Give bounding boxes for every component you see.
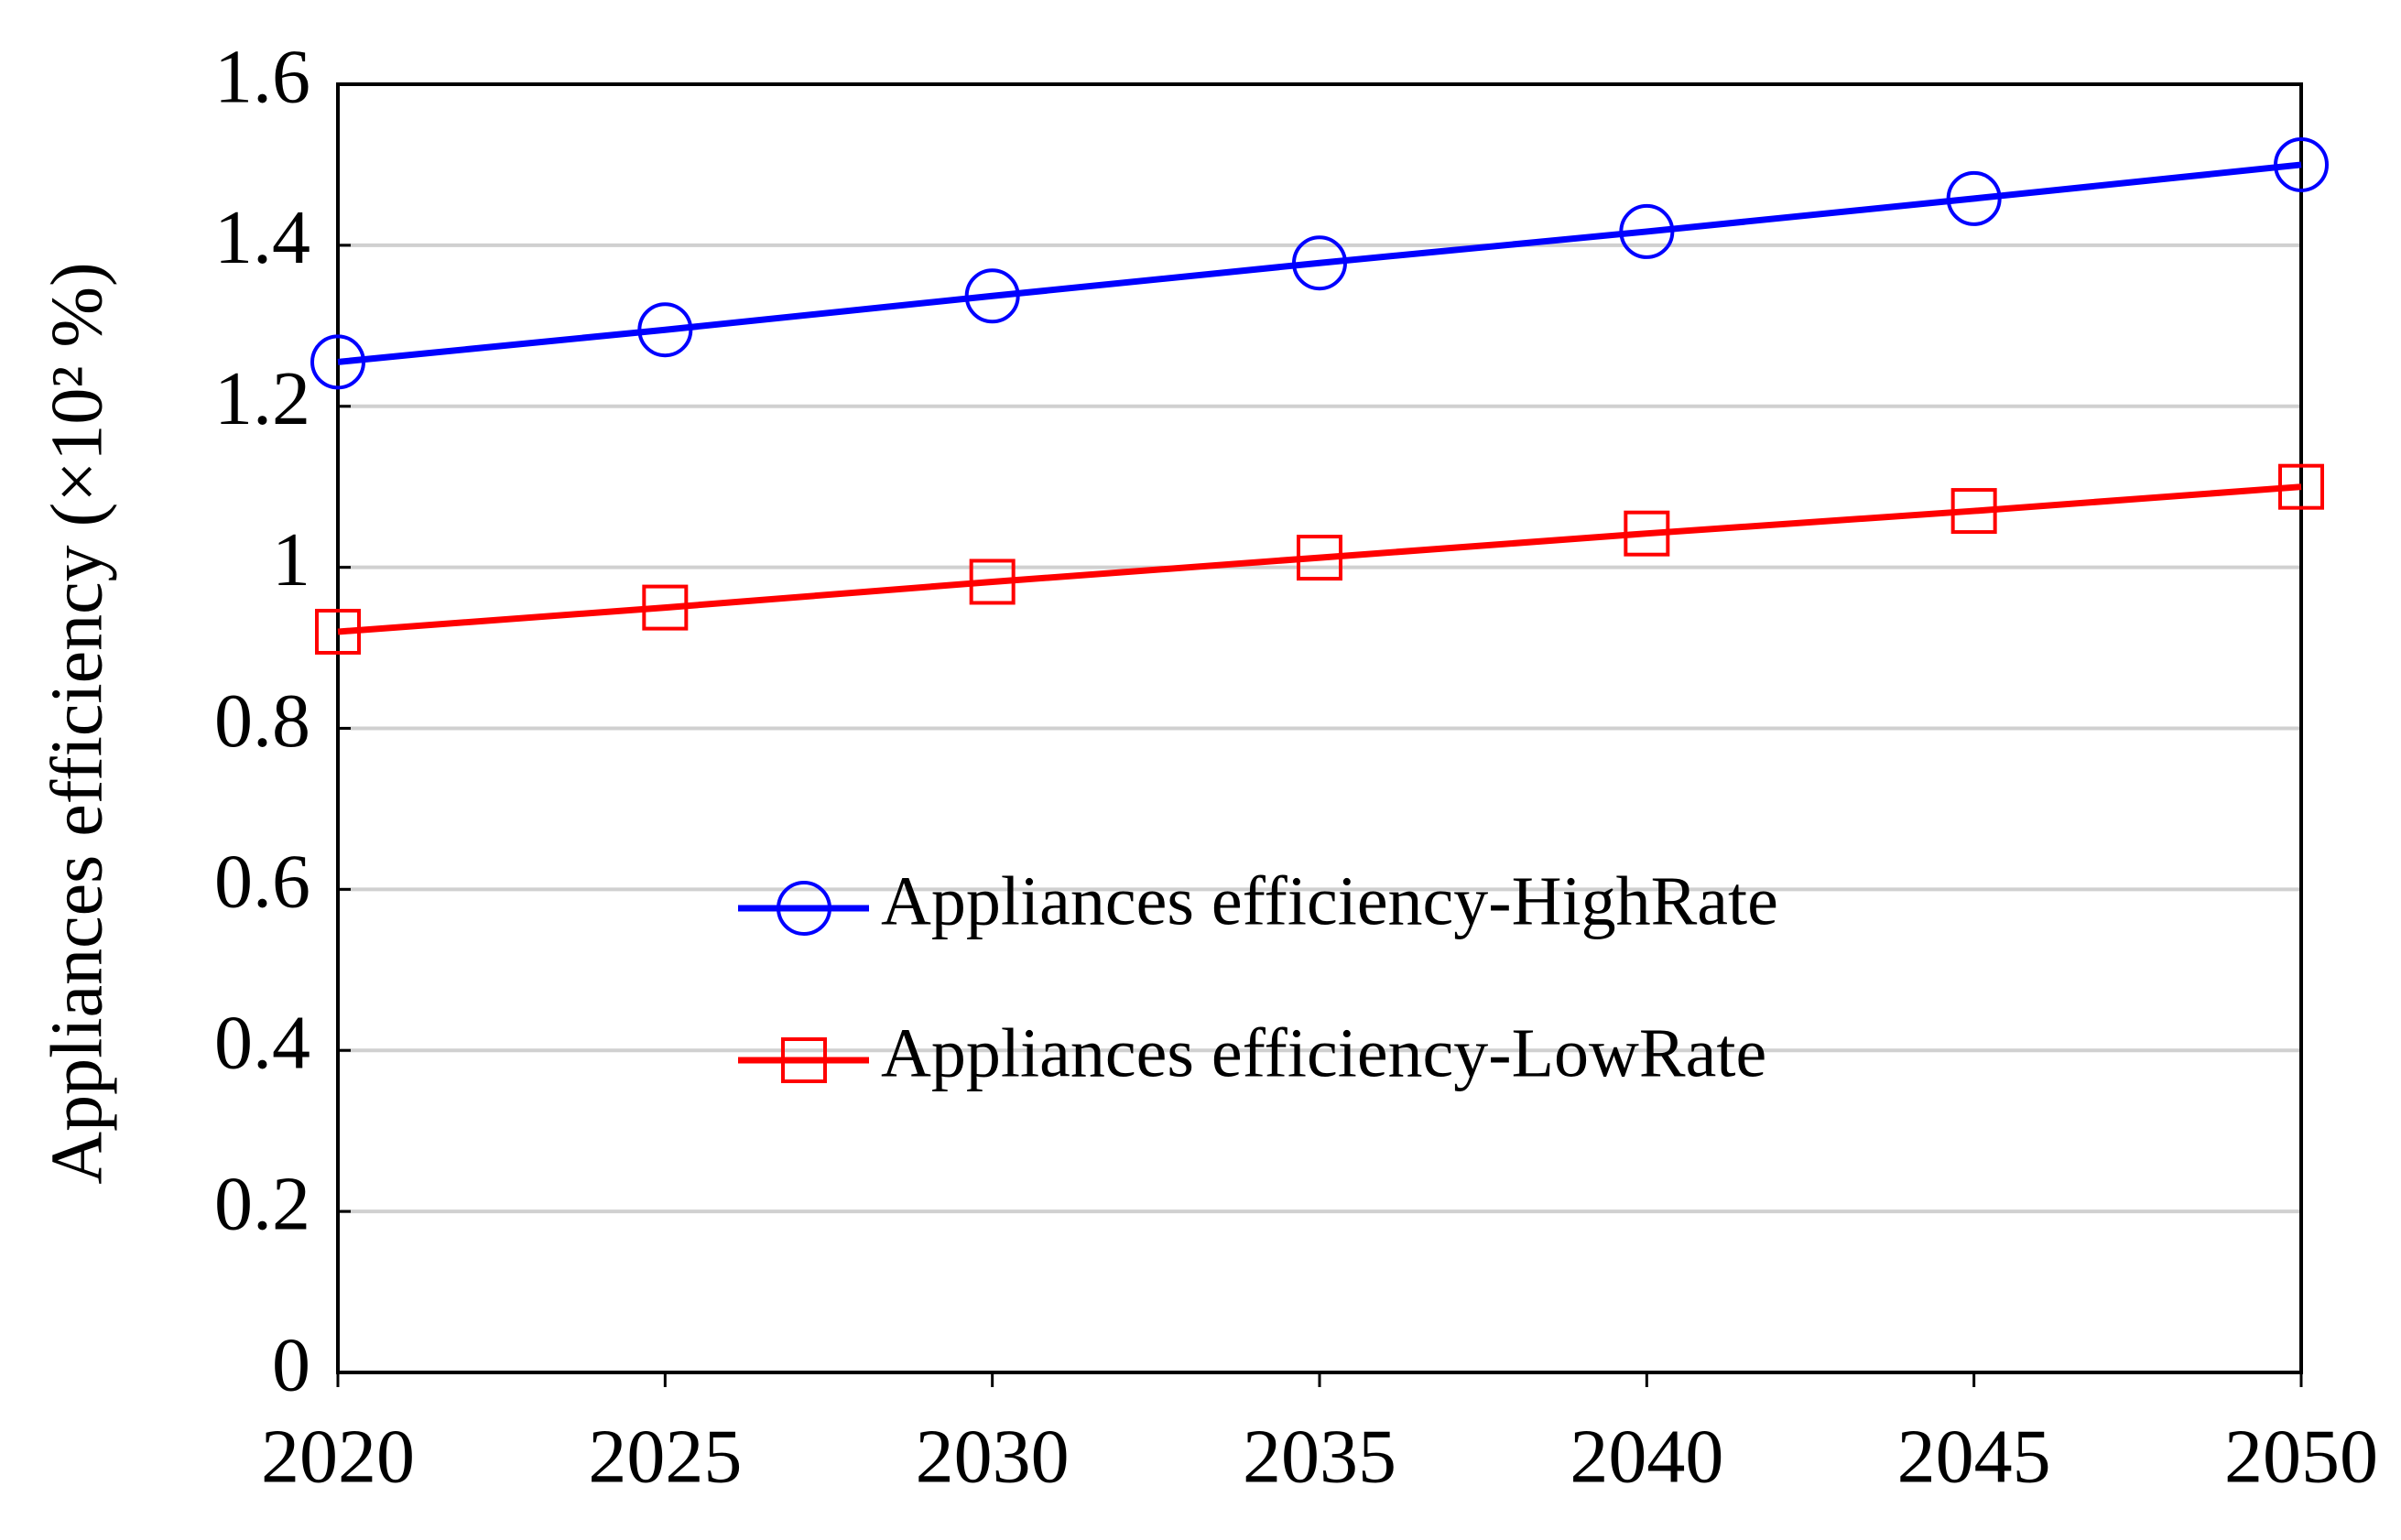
x-tick-label: 2050	[2224, 1414, 2378, 1499]
x-tick-label: 2020	[261, 1414, 415, 1499]
y-tick-label: 1.4	[214, 195, 310, 280]
legend-label: Appliances efficiency-HighRate	[881, 862, 1778, 939]
marker	[1624, 510, 1670, 557]
marker	[777, 881, 831, 936]
marker	[315, 608, 361, 655]
marker	[1946, 170, 2002, 226]
marker	[310, 334, 365, 390]
y-tick-label: 0	[272, 1322, 310, 1407]
x-tick-label: 2040	[1570, 1414, 1723, 1499]
marker	[2274, 136, 2329, 192]
marker	[1619, 203, 1675, 259]
marker	[781, 1037, 827, 1083]
x-tick-label: 2030	[916, 1414, 1070, 1499]
y-tick-label: 0.6	[214, 840, 310, 925]
y-tick-label: 1.2	[214, 356, 310, 441]
x-tick-label: 2025	[588, 1414, 742, 1499]
marker	[1297, 535, 1342, 581]
y-tick-label: 0.2	[214, 1161, 310, 1246]
y-tick-label: 1	[272, 517, 310, 602]
marker	[2278, 463, 2324, 510]
series-line	[337, 161, 2302, 365]
x-tick-label: 2045	[1897, 1414, 2051, 1499]
y-axis-label: Appliances efficiency (×10² %)	[37, 262, 117, 1184]
marker	[1292, 235, 1347, 291]
legend-label: Appliances efficiency-LowRate	[881, 1014, 1766, 1091]
series-line	[337, 483, 2302, 635]
marker	[969, 559, 1016, 605]
y-tick-label: 0.4	[214, 1001, 310, 1086]
marker	[642, 584, 689, 631]
y-tick-label: 0.8	[214, 678, 310, 764]
marker	[1950, 488, 1997, 535]
y-tick-label: 1.6	[214, 34, 310, 119]
marker	[637, 302, 693, 358]
marker	[964, 268, 1020, 324]
x-tick-label: 2035	[1243, 1414, 1396, 1499]
plot-frame	[336, 82, 2303, 1374]
